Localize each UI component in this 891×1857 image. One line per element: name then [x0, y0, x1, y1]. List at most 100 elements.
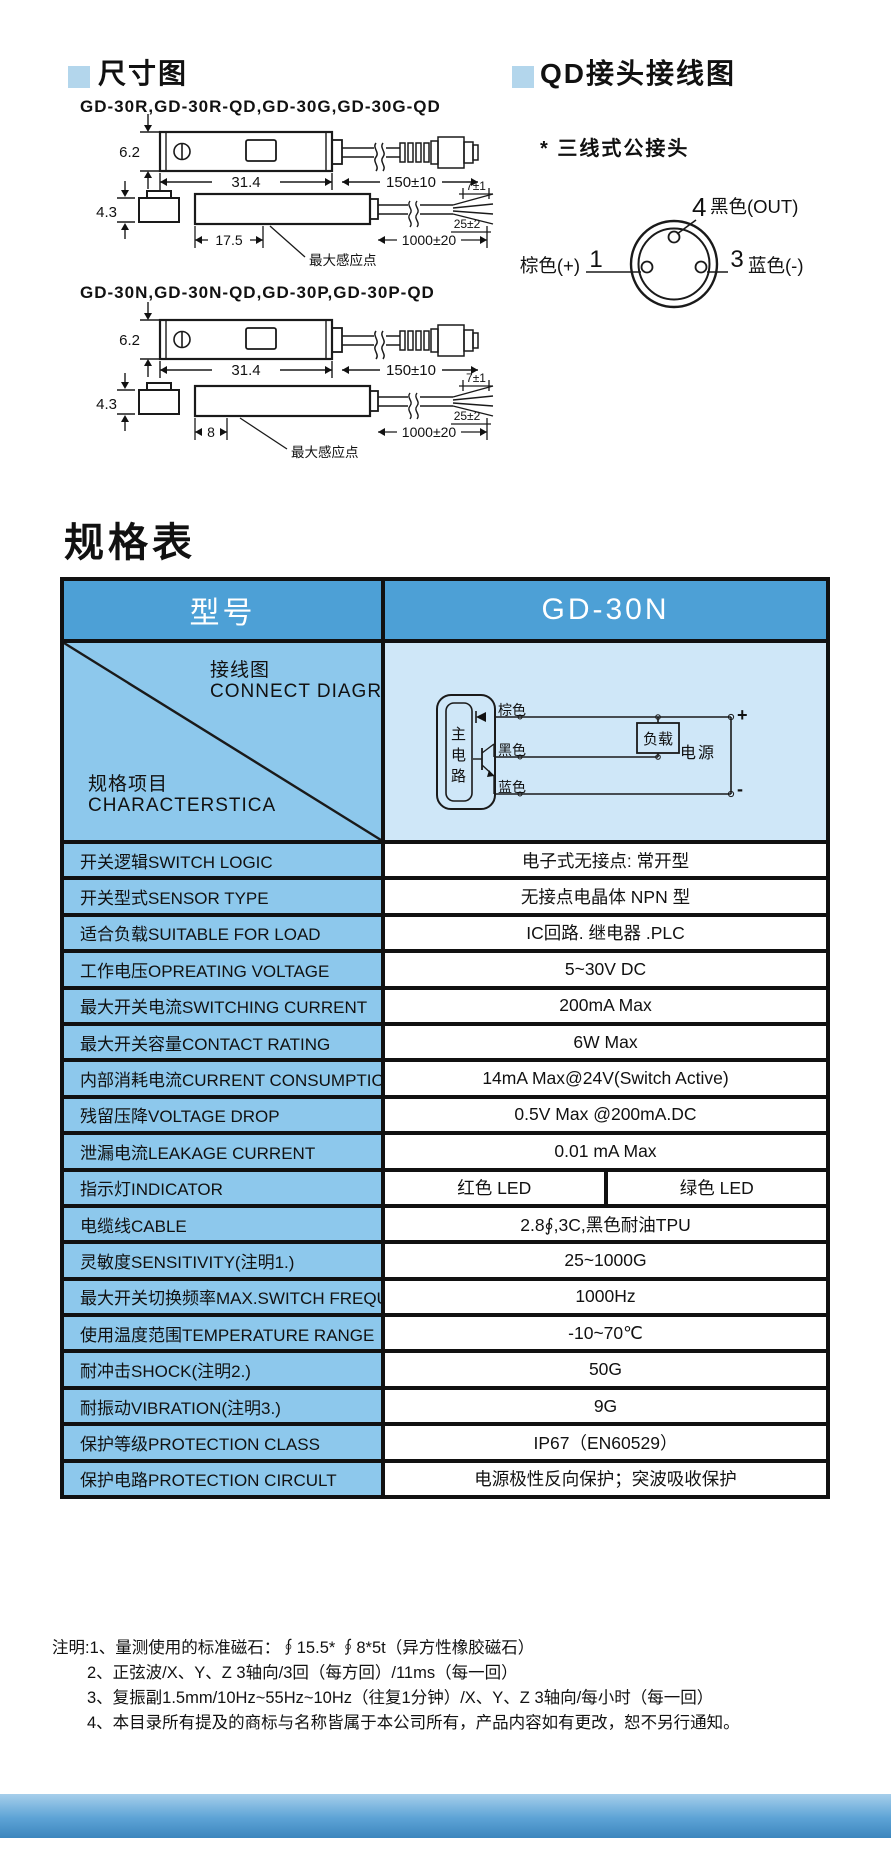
- qd-connector-diagram: 4 黑色(OUT) 棕色(+) 1 3 蓝色(-): [520, 192, 803, 309]
- spec-table-heading: 规格表: [64, 521, 196, 565]
- spec-value: 电子式无接点: 常开型: [385, 844, 826, 877]
- dim-cable-length: 150±10: [386, 174, 436, 191]
- wire-brown-label: 棕色: [498, 702, 526, 718]
- table-row: 开关型式SENSOR TYPE 无接点电晶体 NPN 型: [64, 876, 826, 913]
- connect-diagram-label-en: CONNECT DIAGRAM: [210, 681, 413, 702]
- model-value-header: GD-30N: [541, 593, 670, 626]
- spec-value: 0.5V Max @200mA.DC: [385, 1098, 826, 1132]
- table-row: 耐振动VIBRATION(注明3.) 9G: [64, 1385, 826, 1423]
- spec-table: 型号 GD-30N 接线图 CONNECT DIAGRAM 规格项目 CHARA…: [60, 577, 830, 1500]
- indicator-green-value: 绿色 LED: [607, 1171, 826, 1204]
- dim-cable-length: 1000±20: [402, 232, 457, 248]
- pin1-number: 1: [589, 246, 602, 273]
- plus-sign: +: [737, 705, 748, 725]
- spec-value: 200mA Max: [385, 989, 826, 1022]
- table-row: 灵敏度SENSITIVITY(注明1.) 25~1000G: [64, 1240, 826, 1277]
- spec-value: 电源极性反向保护；突波吸收保护: [385, 1462, 826, 1496]
- pin4-number: 4: [692, 192, 706, 222]
- dim-wire-length: 25±2: [454, 409, 481, 423]
- section-bullet-icon: [68, 66, 90, 88]
- table-row-indicator: 指示灯INDICATOR 红色 LED 绿色 LED: [64, 1167, 826, 1204]
- dim-sensing-length: 17.5: [215, 232, 242, 248]
- dim-tip-length: 7±1: [466, 372, 486, 385]
- wire-black-label: 黑色: [498, 742, 526, 758]
- table-header-row: 型号 GD-30N: [64, 581, 826, 643]
- spec-label: 开关逻辑SWITCH LOGIC: [64, 844, 385, 877]
- model-group2-names: GD-30N,GD-30N-QD,GD-30P,GD-30P-QD: [80, 283, 435, 302]
- dimension-section-title: 尺寸图: [98, 58, 189, 89]
- connect-diagram-label-cn: 接线图: [210, 660, 271, 681]
- spec-value: 25~1000G: [385, 1244, 826, 1277]
- spec-value: 0.01 mA Max: [385, 1135, 826, 1168]
- max-sensing-point-label: 最大感应点: [309, 252, 377, 268]
- section-bullet-icon: [512, 66, 534, 88]
- side-view-drawing-group1: 4.3 17.5 1000±20 25±2 7±1 最大感应点: [96, 180, 494, 268]
- dim-wire-length: 25±2: [454, 217, 481, 231]
- dim-height: 6.2: [119, 332, 140, 349]
- spec-label: 残留压降VOLTAGE DROP: [64, 1098, 385, 1132]
- spec-value: IP67（EN60529）: [385, 1426, 826, 1459]
- spec-label: 使用温度范围TEMPERATURE RANGE: [64, 1317, 385, 1350]
- note-line-2: 2、正弦波/X、Y、Z 3轴向/3回（每方回）/11ms（每一回）: [87, 1664, 518, 1682]
- spec-value: 2.8∮,3C,黑色耐油TPU: [385, 1207, 826, 1241]
- dim-tip-length: 7±1: [466, 180, 486, 193]
- spec-value: 6W Max: [385, 1025, 826, 1059]
- circuit-diagram-cell: 主电路 棕色 黑色 蓝色 负载 电源 + -: [385, 643, 826, 840]
- dim-body-length: 31.4: [231, 362, 260, 379]
- dim-height: 4.3: [96, 204, 117, 221]
- spec-label: 最大开关电流SWITCHING CURRENT: [64, 989, 385, 1022]
- diagram-row: 接线图 CONNECT DIAGRAM 规格项目 CHARACTERSTICA: [64, 643, 826, 840]
- spec-label: 灵敏度SENSITIVITY(注明1.): [64, 1244, 385, 1277]
- spec-label: 指示灯INDICATOR: [64, 1171, 385, 1204]
- characteristic-label-en: CHARACTERSTICA: [88, 795, 277, 816]
- wire-blue-label: 蓝色: [498, 779, 526, 795]
- model-group1-names: GD-30R,GD-30R-QD,GD-30G,GD-30G-QD: [80, 97, 441, 116]
- side-view-drawing-group2: 4.3 8 1000±20 25±2 7±1 最大感应点: [96, 372, 494, 460]
- table-row: 保护等级PROTECTION CLASS IP67（EN60529）: [64, 1422, 826, 1459]
- cell-divider: [603, 1171, 608, 1204]
- pin1-label: 棕色(+): [520, 255, 580, 276]
- spec-label: 内部消耗电流CURRENT CONSUMPTION: [64, 1062, 397, 1095]
- main-circuit-label: 主电路: [449, 725, 466, 789]
- spec-value: 5~30V DC: [385, 953, 826, 986]
- table-row: 开关逻辑SWITCH LOGIC 电子式无接点: 常开型: [64, 840, 826, 877]
- spec-label: 保护等级PROTECTION CLASS: [64, 1426, 385, 1459]
- dim-body-length: 31.4: [231, 174, 260, 191]
- load-box-label: 负载: [642, 730, 673, 748]
- pin4-label: 黑色(OUT): [710, 196, 798, 217]
- pin3-number: 3: [730, 246, 743, 273]
- model-label-header: 型号: [64, 581, 385, 639]
- minus-sign: -: [737, 779, 743, 799]
- table-row: 内部消耗电流CURRENT CONSUMPTION 14mA Max@24V(S…: [64, 1058, 826, 1095]
- dim-height: 6.2: [119, 144, 140, 161]
- table-row: 使用温度范围TEMPERATURE RANGE -10~70℃: [64, 1313, 826, 1350]
- table-row: 工作电压OPREATING VOLTAGE 5~30V DC: [64, 949, 826, 986]
- note-line-4: 4、本目录所有提及的商标与名称皆属于本公司所有，产品内容如有更改，恕不另行通知。: [87, 1714, 740, 1732]
- dim-height: 4.3: [96, 396, 117, 413]
- characteristic-label-cn: 规格项目: [88, 774, 169, 795]
- spec-value: 1000Hz: [385, 1280, 826, 1314]
- table-row: 适合负载SUITABLE FOR LOAD IC回路. 继电器 .PLC: [64, 912, 826, 950]
- diagonal-line: [64, 643, 381, 840]
- diagonal-header-cell: 接线图 CONNECT DIAGRAM 规格项目 CHARACTERSTICA: [64, 643, 412, 840]
- spec-value: 9G: [385, 1389, 826, 1423]
- pin3-label: 蓝色(-): [748, 255, 803, 276]
- note-line-1: 注明:1、量测使用的标准磁石：∮15.5* ∮8*5t（异方性橡胶磁石）: [52, 1639, 535, 1657]
- spec-value: -10~70℃: [385, 1317, 826, 1350]
- spec-label: 电缆线CABLE: [64, 1207, 385, 1241]
- max-sensing-point-label: 最大感应点: [291, 444, 359, 460]
- qd-subtitle: * 三线式公接头: [540, 138, 690, 160]
- spec-label: 耐冲击SHOCK(注明2.): [64, 1353, 385, 1386]
- table-row: 泄漏电流LEAKAGE CURRENT 0.01 mA Max: [64, 1131, 826, 1168]
- dim-sensing-length: 8: [207, 424, 215, 440]
- spec-value: IC回路. 继电器 .PLC: [385, 916, 826, 950]
- spec-label: 最大开关容量CONTACT RATING: [64, 1025, 385, 1059]
- circuit-diagram: [436, 694, 735, 810]
- table-row: 保护电路PROTECTION CIRCULT 电源极性反向保护；突波吸收保护: [64, 1458, 826, 1496]
- spec-label: 最大开关切换频率MAX.SWITCH FREQUENCY: [64, 1280, 436, 1314]
- spec-label: 保护电路PROTECTION CIRCULT: [64, 1462, 385, 1496]
- table-row: 最大开关切换频率MAX.SWITCH FREQUENCY 1000Hz: [64, 1276, 826, 1314]
- footer-bar: [0, 1794, 891, 1838]
- table-row: 残留压降VOLTAGE DROP 0.5V Max @200mA.DC: [64, 1094, 826, 1132]
